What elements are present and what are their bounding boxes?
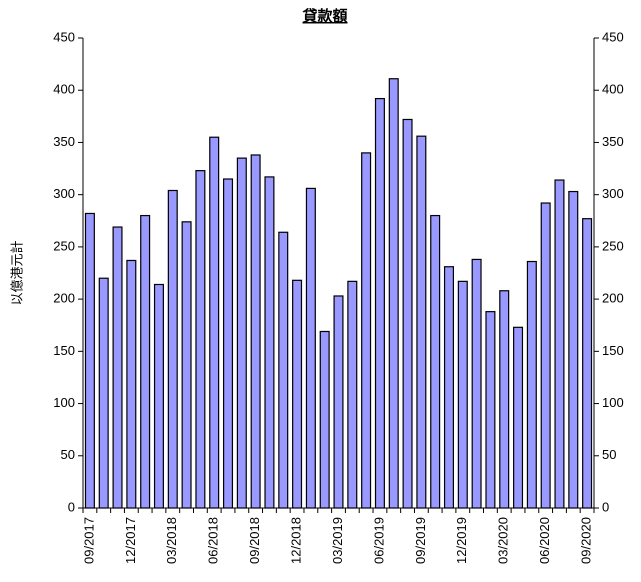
x-tick-label: 12/2017 bbox=[123, 517, 138, 564]
y2-tick-label: 450 bbox=[602, 29, 624, 44]
y-tick-label: 150 bbox=[53, 343, 75, 358]
bar bbox=[112, 226, 123, 509]
y2-tick-label: 250 bbox=[602, 238, 624, 253]
chart-title: 貸款額 bbox=[302, 7, 347, 25]
x-tick-label: 12/2019 bbox=[454, 517, 469, 564]
bar bbox=[333, 295, 344, 509]
x-tick-label: 09/2017 bbox=[81, 517, 96, 564]
bar bbox=[236, 157, 247, 509]
x-tick-label: 03/2019 bbox=[330, 517, 345, 564]
bar bbox=[278, 231, 289, 509]
bar bbox=[292, 279, 303, 509]
bar bbox=[126, 259, 137, 509]
x-tick-label: 09/2019 bbox=[413, 517, 428, 564]
y2-tick-label: 0 bbox=[602, 499, 609, 514]
bar bbox=[443, 266, 455, 509]
y-tick-label: 250 bbox=[53, 238, 75, 253]
y-tick-label: 300 bbox=[53, 186, 75, 201]
bar bbox=[499, 290, 510, 509]
x-tick-label: 03/2020 bbox=[496, 517, 511, 564]
bar bbox=[195, 170, 206, 509]
x-tick-label: 03/2018 bbox=[164, 517, 179, 564]
bar bbox=[153, 283, 164, 509]
bar bbox=[513, 326, 524, 509]
y-tick-label: 450 bbox=[53, 29, 75, 44]
bar bbox=[388, 78, 399, 509]
bar bbox=[540, 202, 551, 509]
bar bbox=[98, 277, 109, 509]
bar bbox=[84, 212, 95, 509]
y2-tick-label: 350 bbox=[602, 134, 624, 149]
x-tick-label: 09/2020 bbox=[579, 517, 594, 564]
bar bbox=[457, 280, 468, 509]
bar bbox=[471, 258, 482, 509]
bar bbox=[430, 214, 441, 509]
bar bbox=[526, 260, 537, 509]
bar bbox=[222, 178, 234, 509]
y2-tick-label: 300 bbox=[602, 186, 624, 201]
bar bbox=[319, 330, 330, 509]
y-tick-label: 350 bbox=[53, 134, 75, 149]
y-tick-label: 0 bbox=[68, 499, 75, 514]
y-tick-label: 50 bbox=[61, 447, 75, 462]
bar bbox=[347, 280, 358, 509]
bar bbox=[568, 190, 579, 509]
bar bbox=[361, 152, 372, 509]
y2-tick-label: 50 bbox=[602, 447, 616, 462]
y2-tick-label: 400 bbox=[602, 82, 624, 97]
bar bbox=[264, 176, 275, 509]
x-tick-label: 09/2018 bbox=[247, 517, 262, 564]
x-tick-label: 12/2018 bbox=[289, 517, 304, 564]
bar bbox=[374, 97, 385, 509]
bar bbox=[305, 187, 316, 509]
bar bbox=[181, 221, 192, 509]
y2-tick-label: 100 bbox=[602, 395, 624, 410]
y-tick-label: 400 bbox=[53, 82, 75, 97]
bar bbox=[140, 214, 151, 509]
bar bbox=[485, 311, 496, 509]
bar bbox=[167, 189, 178, 509]
y-axis-label: 以億港元計 bbox=[9, 240, 24, 305]
x-tick-label: 06/2020 bbox=[537, 517, 552, 564]
y2-tick-label: 200 bbox=[602, 291, 624, 306]
y-tick-label: 100 bbox=[53, 395, 75, 410]
bar bbox=[582, 218, 593, 509]
y-tick-label: 200 bbox=[53, 291, 75, 306]
y2-tick-label: 150 bbox=[602, 343, 624, 358]
bar bbox=[209, 136, 220, 509]
x-tick-label: 06/2018 bbox=[206, 517, 221, 564]
bar bbox=[554, 179, 565, 509]
bar bbox=[250, 154, 261, 509]
bar bbox=[416, 135, 427, 509]
bar bbox=[402, 118, 413, 509]
x-tick-label: 06/2019 bbox=[371, 517, 386, 564]
